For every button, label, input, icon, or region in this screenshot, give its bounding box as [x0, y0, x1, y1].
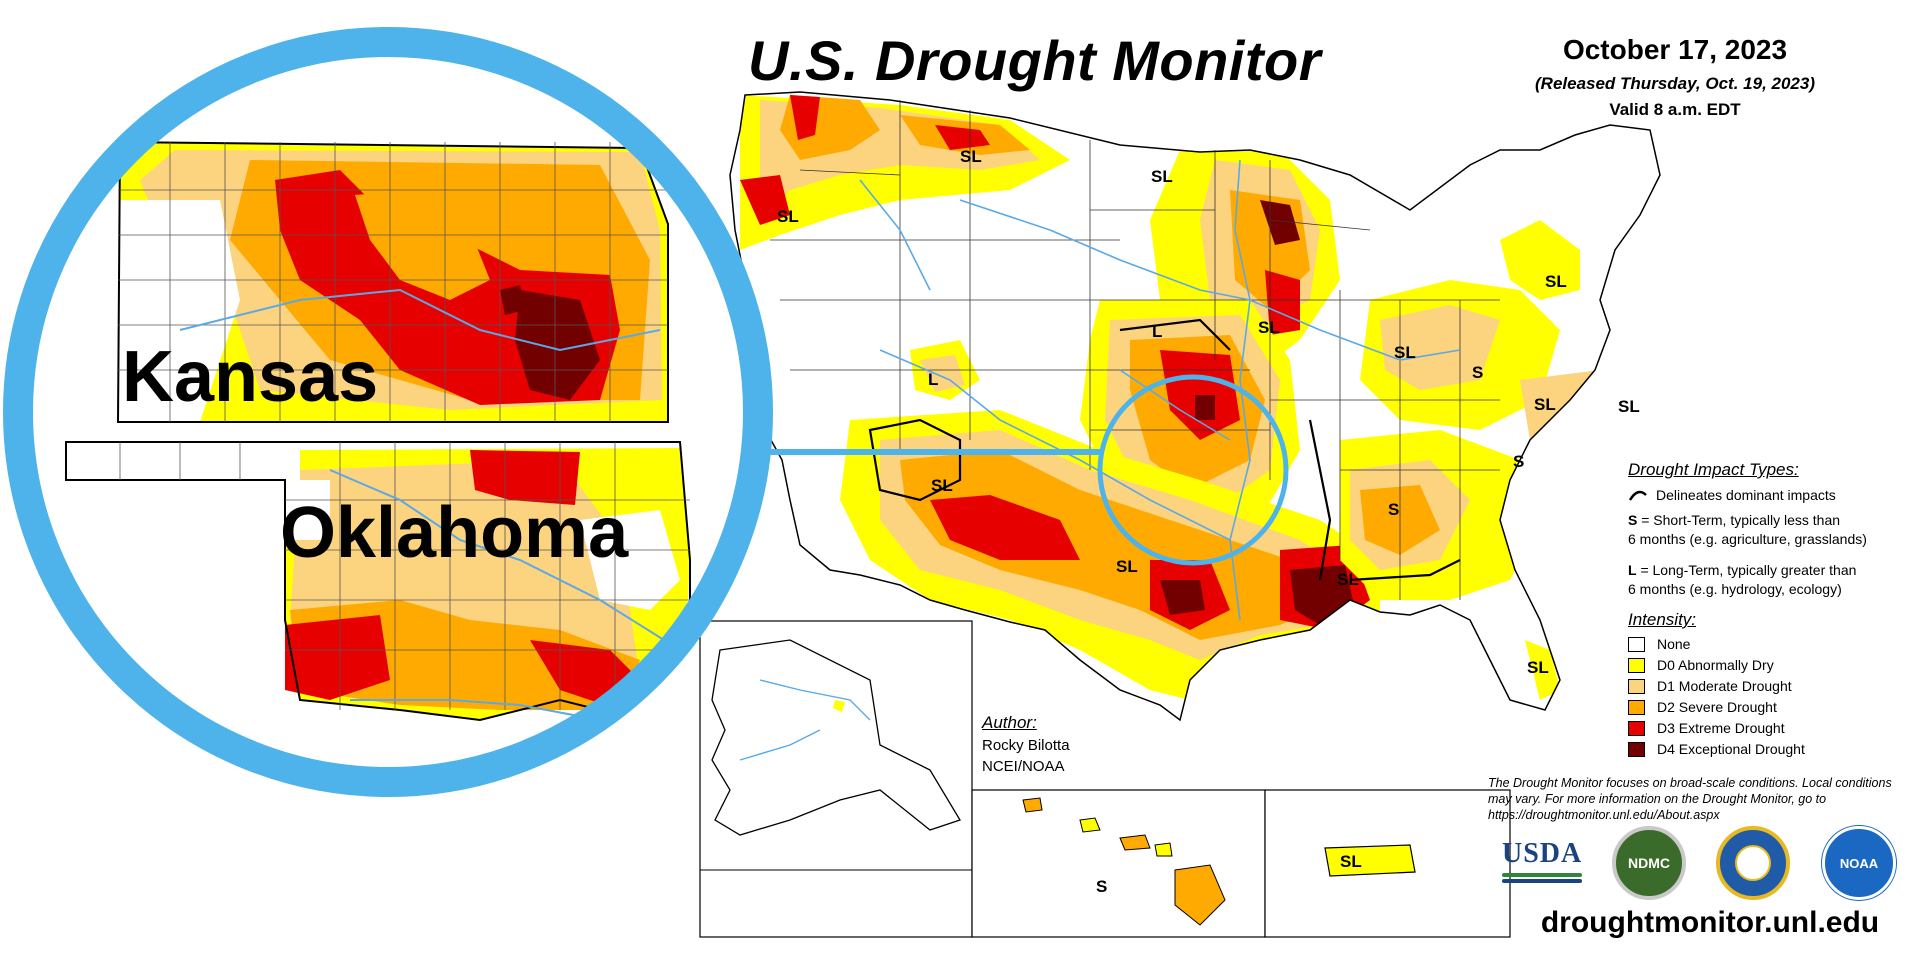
legend-row-d4: D4 Exceptional Drought	[1628, 739, 1898, 760]
short-term-line-2: 6 months (e.g. agriculture, grasslands)	[1628, 531, 1867, 547]
label-sl-tx: SL	[1116, 557, 1138, 576]
usda-logo: USDA	[1502, 838, 1582, 896]
website-url[interactable]: droughtmonitor.unl.edu	[1540, 906, 1880, 939]
author-org: NCEI/NOAA	[982, 758, 1065, 775]
impact-delineation-lines	[868, 318, 1461, 582]
impact-types-legend: Drought Impact Types: Delineates dominan…	[1628, 460, 1913, 599]
map-title: U.S. Drought Monitor	[748, 29, 1322, 92]
label-sl-la: SL	[1337, 570, 1359, 589]
author-name: Rocky Bilotta	[982, 737, 1070, 754]
swatch-d1	[1628, 679, 1645, 694]
long-term-line-2: 6 months (e.g. hydrology, ecology)	[1628, 581, 1842, 597]
county-grid	[118, 142, 690, 710]
short-term-line-1: S = Short-Term, typically less than	[1628, 512, 1841, 528]
label-sl-nw: SL	[777, 207, 799, 226]
intensity-legend: Intensity: None D0 Abnormally Dry D1 Mod…	[1628, 610, 1898, 760]
disclaimer-text: The Drought Monitor focuses on broad-sca…	[1488, 776, 1892, 822]
zoom-circle	[3, 27, 773, 797]
zoom-rivers	[179, 288, 681, 721]
rivers	[859, 159, 1461, 621]
oklahoma-label: Oklahoma	[280, 493, 629, 573]
label-sl-nd: SL	[1151, 167, 1173, 186]
zoom-ring	[3, 27, 773, 797]
label-s-nc: S	[1513, 452, 1525, 471]
legend-row-d0: D0 Abnormally Dry	[1628, 655, 1898, 676]
long-term-line-1: L = Long-Term, typically greater than	[1628, 562, 1857, 578]
label-s-al: S	[1388, 500, 1400, 519]
ndmc-logo: NDMC	[1612, 826, 1686, 900]
delineates-text: Delineates dominant impacts	[1656, 487, 1836, 503]
swatch-d2	[1628, 700, 1645, 715]
label-sl-oh: SL	[1394, 343, 1416, 362]
swatch-d4	[1628, 742, 1645, 757]
conus-outline	[729, 91, 1661, 722]
label-sl-va: SL	[1534, 395, 1556, 414]
label-sl-fl: SL	[1527, 658, 1549, 677]
map-date: October 17, 2023	[1562, 34, 1788, 65]
label-sl-ia: SL	[1258, 318, 1280, 337]
swatch-none	[1628, 637, 1645, 652]
legend-row-none: None	[1628, 634, 1898, 655]
intensity-heading: Intensity:	[1628, 610, 1697, 629]
label-sl-ny: SL	[1545, 272, 1567, 291]
swatch-d0	[1628, 658, 1645, 673]
label-sl-sw: SL	[931, 476, 953, 495]
delineation-line-icon	[1628, 490, 1647, 501]
label-sl-md: SL	[1618, 397, 1640, 416]
swatch-d3	[1628, 721, 1645, 736]
valid-time: Valid 8 a.m. EDT	[1609, 100, 1741, 119]
map-magnifier-ring	[1097, 374, 1289, 566]
author-heading: Author:	[982, 713, 1037, 732]
release-date: (Released Thursday, Oct. 19, 2023)	[1535, 74, 1815, 93]
alaska-shape	[711, 639, 961, 836]
puerto-rico-shape	[1324, 844, 1416, 877]
state-boundaries	[770, 100, 1500, 600]
label-sl-mt: SL	[960, 147, 982, 166]
kansas-label: Kansas	[122, 337, 379, 417]
legend-row-d3: D3 Extreme Drought	[1628, 718, 1898, 739]
hawaii-islands	[1022, 797, 1226, 926]
label-s-hi: S	[1096, 877, 1108, 896]
noaa-logo: NOAA	[1822, 826, 1896, 900]
label-sl-pr: SL	[1340, 852, 1362, 871]
label-l-ut: L	[928, 370, 939, 389]
label-l-ne: L	[1152, 322, 1163, 341]
impact-types-heading: Drought Impact Types:	[1628, 460, 1799, 479]
commerce-seal-logo	[1716, 826, 1790, 900]
legend-row-d2: D2 Severe Drought	[1628, 697, 1898, 718]
hawaii-inset-frame	[971, 789, 1266, 938]
legend-row-d1: D1 Moderate Drought	[1628, 676, 1898, 697]
label-s-pa: S	[1472, 363, 1484, 382]
